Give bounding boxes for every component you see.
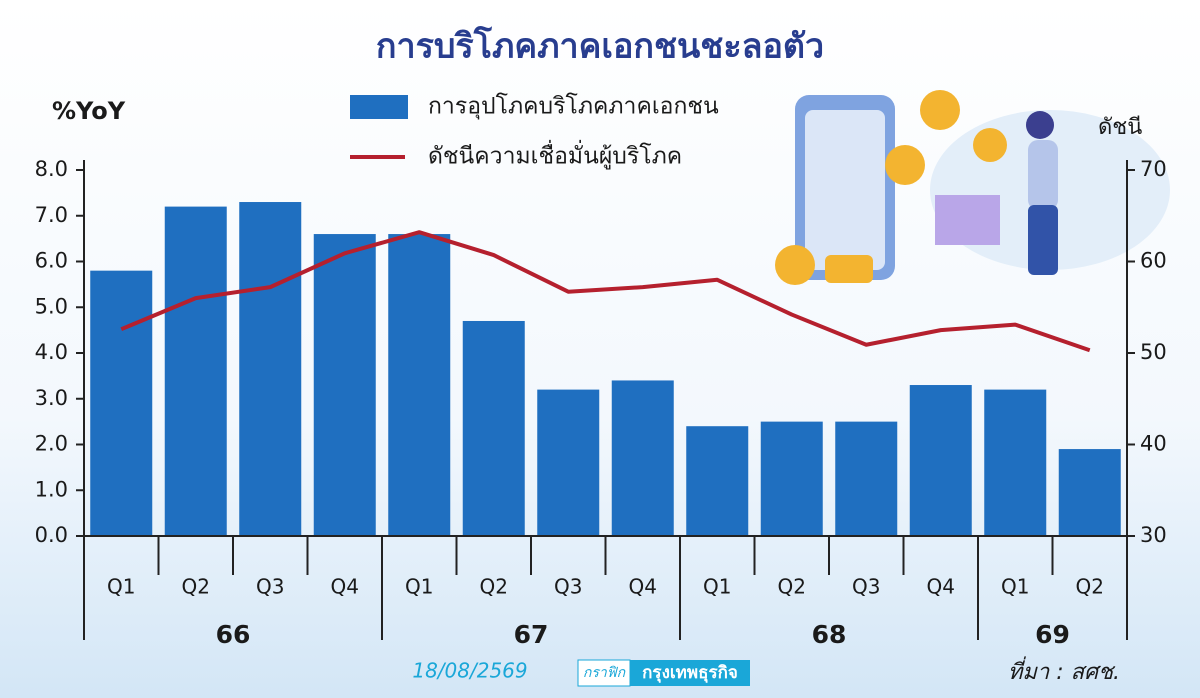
x-tick-label: Q2 [1076, 575, 1104, 599]
bar [313, 234, 376, 537]
credit-box [630, 660, 750, 686]
bar [164, 206, 227, 536]
y2-axis-title: ดัชนี [1098, 115, 1142, 140]
y2-tick-label: 60 [1140, 249, 1167, 273]
illustration [775, 90, 1170, 285]
bar [537, 389, 600, 536]
group-label: 69 [1035, 620, 1070, 649]
legend-swatch [350, 95, 408, 119]
x-tick-label: Q2 [182, 575, 210, 599]
x-tick-label: Q2 [778, 575, 806, 599]
x-tick-label: Q3 [554, 575, 582, 599]
y-tick-label: 4.0 [35, 340, 68, 364]
y-axis-title: %YoY [52, 97, 126, 125]
x-tick-label: Q2 [480, 575, 508, 599]
y-tick-label: 1.0 [35, 477, 68, 501]
bar [909, 385, 972, 536]
group-label: 66 [216, 620, 251, 649]
x-tick-label: Q4 [331, 575, 359, 599]
bar [388, 234, 451, 537]
bar [462, 320, 525, 536]
bar [611, 380, 674, 536]
y-tick-label: 2.0 [35, 432, 68, 456]
bar [1058, 449, 1121, 536]
y2-tick-label: 50 [1140, 340, 1167, 364]
legend-label: ดัชนีความเชื่อมั่นผู้บริโภค [428, 140, 682, 170]
y2-tick-label: 70 [1140, 157, 1167, 181]
bar [239, 202, 302, 536]
group-label: 68 [812, 620, 847, 649]
legend-label: การอุปโภคบริโภคภาคเอกชน [428, 93, 719, 120]
credit-label: กราฟิก [583, 665, 627, 681]
chart-title: การบริโภคภาคเอกชนชะลอตัว [376, 26, 824, 67]
y2-tick-label: 40 [1140, 432, 1167, 456]
x-tick-label: Q3 [852, 575, 880, 599]
credit-name: กรุงเทพธุรกิจ [642, 663, 738, 683]
x-tick-label: Q1 [1001, 575, 1029, 599]
y-tick-label: 6.0 [35, 249, 68, 273]
bar [984, 389, 1047, 536]
credit-box [577, 659, 631, 687]
x-tick-label: Q4 [927, 575, 955, 599]
y-tick-label: 5.0 [35, 294, 68, 318]
y-tick-label: 0.0 [35, 523, 68, 547]
date: 18/08/2569 [412, 659, 527, 683]
x-tick-label: Q1 [107, 575, 135, 599]
y-tick-label: 8.0 [35, 157, 68, 181]
x-tick-label: Q3 [256, 575, 284, 599]
bar [835, 421, 898, 536]
line [120, 230, 1091, 353]
bar [686, 426, 749, 536]
bar [760, 421, 823, 536]
source: ที่มา : สศช. [1008, 656, 1120, 685]
group-label: 67 [514, 620, 549, 649]
y2-tick-label: 30 [1140, 523, 1167, 547]
x-tick-label: Q1 [405, 575, 433, 599]
x-tick-label: Q1 [703, 575, 731, 599]
y-tick-label: 3.0 [35, 386, 68, 410]
x-tick-label: Q4 [629, 575, 657, 599]
bar [90, 270, 153, 536]
y-tick-label: 7.0 [35, 203, 68, 227]
